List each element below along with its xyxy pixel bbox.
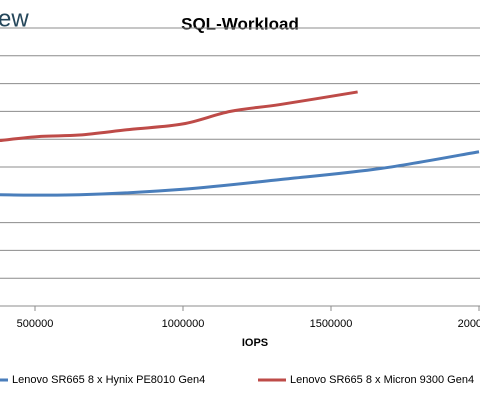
chart-title: SQL-Workload <box>181 14 299 33</box>
x-tick-label: 1500000 <box>310 318 353 330</box>
x-tick-label: 1000000 <box>162 318 205 330</box>
legend-label: Lenovo SR665 8 x Hynix PE8010 Gen4 <box>12 374 205 386</box>
series-line <box>0 150 480 197</box>
x-axis-label: IOPS <box>242 337 268 349</box>
x-tick-label: 500000 <box>17 318 54 330</box>
legend-label: Lenovo SR665 8 x Micron 9300 Gen4 <box>290 374 474 386</box>
x-tick-label: 2000000 <box>458 318 480 330</box>
series-line <box>0 90 358 143</box>
